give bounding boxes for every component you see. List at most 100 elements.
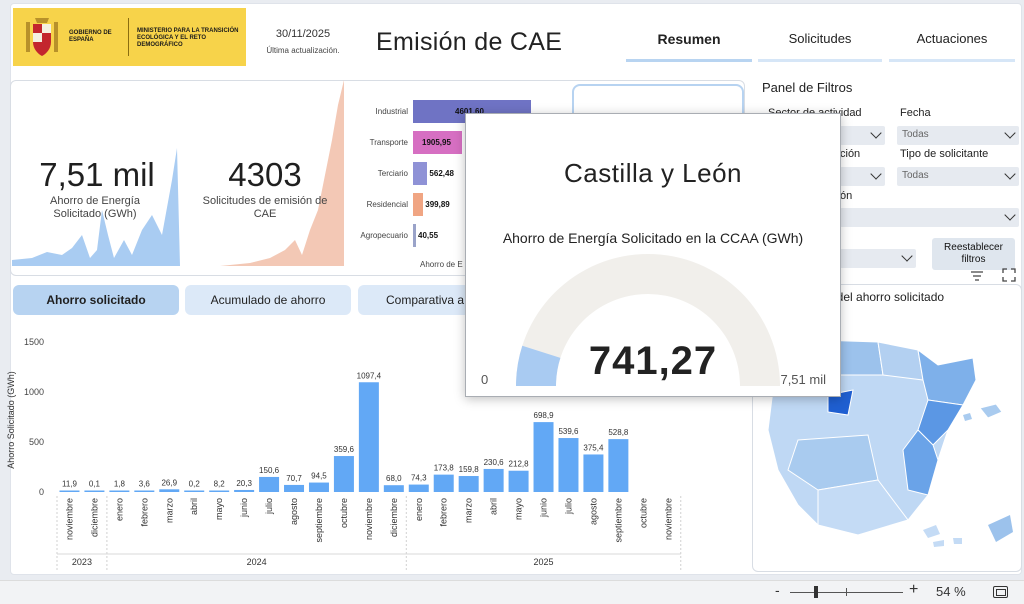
bar-value-label: 698,9 (534, 411, 555, 420)
bar-value-label: 8,2 (214, 480, 226, 489)
x-tick-label: abril (489, 498, 499, 515)
chart-bar[interactable] (308, 482, 329, 492)
sector-select[interactable] (840, 126, 885, 145)
bar-value-label: 0,1 (89, 480, 101, 489)
fit-to-page-icon[interactable] (993, 586, 1008, 598)
sector-bar[interactable] (413, 224, 416, 247)
chart-bar[interactable] (383, 485, 404, 492)
year-label: 2024 (247, 557, 267, 567)
bar-value-label: 20,3 (236, 479, 252, 488)
chart-bar[interactable] (59, 490, 80, 493)
focus-mode-icon[interactable] (1002, 268, 1016, 282)
tab-resumen[interactable]: Resumen (626, 22, 752, 62)
sector-value: 562,48 (429, 169, 454, 178)
bar-value-label: 159,8 (459, 465, 480, 474)
sector-bar[interactable] (413, 193, 424, 216)
chart-bar[interactable] (333, 456, 354, 492)
ministry-name: MINISTERIO PARA LA TRANSICIÓN ECOLÓGICA … (137, 28, 239, 48)
tab-ahorro-solicitado[interactable]: Ahorro solicitado (13, 285, 179, 315)
x-tick-label: noviembre (364, 498, 374, 540)
x-tick-label: agosto (289, 498, 299, 525)
chart-bar[interactable] (533, 422, 554, 492)
x-tick-label: febrero (139, 498, 149, 527)
sector-bar[interactable] (413, 162, 428, 185)
bar-value-label: 11,9 (62, 480, 78, 489)
x-tick-label: octubre (638, 498, 648, 528)
sector-value: 399,89 (425, 200, 450, 209)
bar-value-label: 375,4 (583, 443, 604, 452)
monthly-bar-chart: Ahorro Solicitado (GWh) 0 500 1000 1500 11,9 n… (6, 337, 682, 572)
tab-acumulado-ahorro[interactable]: Acumulado de ahorro (185, 285, 351, 315)
chart-bar[interactable] (284, 484, 305, 492)
tipo-select[interactable]: Todas (897, 167, 1019, 186)
tab-comparativa[interactable]: Comparativa a (358, 285, 478, 315)
sector-label: Terciario (377, 169, 408, 178)
tooltip-region: Castilla y León (563, 158, 743, 188)
zoom-out-button[interactable]: - (775, 582, 780, 598)
x-tick-label: diciembre (89, 498, 99, 537)
chart-bar[interactable] (209, 490, 230, 493)
x-tick-label: noviembre (663, 498, 673, 540)
chart-bar[interactable] (358, 382, 379, 492)
sector-label: Industrial (375, 107, 408, 116)
tab-solicitudes[interactable]: Solicitudes (758, 22, 882, 62)
bar-value-label: 173,8 (434, 464, 455, 473)
chevron-down-icon (1004, 209, 1016, 221)
zoom-in-button[interactable]: + (909, 581, 919, 598)
update-date-label: Última actualización. (266, 46, 340, 55)
chart-bar[interactable] (433, 474, 454, 492)
y-tick-label: 1500 (24, 337, 44, 347)
chevron-down-icon (870, 127, 882, 139)
x-tick-label: agosto (588, 498, 598, 525)
chart-bar[interactable] (159, 489, 180, 492)
chevron-down-icon (1004, 127, 1016, 139)
chart-bar[interactable] (109, 490, 130, 493)
x-tick-label: enero (114, 498, 124, 521)
y-tick-label: 0 (39, 487, 44, 497)
reset-filters-button[interactable]: Reestablecer filtros (932, 238, 1015, 270)
chart-bar[interactable] (259, 476, 280, 492)
zoom-slider-tick (846, 588, 847, 596)
kpi-solicitudes-value: 4303 (228, 156, 302, 193)
chart-bar[interactable] (234, 489, 255, 492)
bar-value-label: 74,3 (411, 474, 427, 483)
ccaa-select[interactable] (840, 167, 885, 186)
chart-bar[interactable] (458, 476, 479, 492)
actuacion-select[interactable] (840, 208, 1019, 227)
zoom-slider-thumb[interactable] (814, 586, 818, 598)
chart-bar[interactable] (608, 439, 629, 492)
year-label: 2025 (534, 557, 554, 567)
chart-bar[interactable] (483, 468, 504, 492)
bar-value-label: 0,2 (189, 480, 201, 489)
coat-of-arms-icon (26, 18, 58, 56)
bar-value-label: 539,6 (558, 427, 579, 436)
chart-bar[interactable] (84, 490, 105, 493)
tab-label: Solicitudes (788, 31, 852, 46)
filter-ccaa-label: ción (840, 148, 861, 160)
chart-bar[interactable] (134, 490, 155, 493)
year-label: 2023 (72, 557, 92, 567)
update-date: 30/11/2025 (275, 28, 331, 40)
chart-bar[interactable] (408, 484, 429, 492)
x-tick-label: mayo (214, 498, 224, 520)
x-tick-label: julio (563, 498, 573, 515)
x-tick-label: abril (189, 498, 199, 515)
extra-select[interactable] (840, 249, 916, 268)
x-tick-label: marzo (464, 498, 474, 523)
chart-bar[interactable] (184, 490, 205, 493)
x-tick-label: septiembre (613, 498, 623, 543)
tab-label: Actuaciones (916, 31, 988, 46)
filter-icon[interactable] (970, 270, 984, 282)
tab-label: Resumen (657, 31, 721, 47)
chart-bar[interactable] (583, 454, 604, 492)
y-axis-label: Ahorro Solicitado (GWh) (6, 371, 16, 469)
x-tick-label: junio (539, 498, 549, 518)
chart-bar[interactable] (558, 438, 579, 492)
fecha-select[interactable]: Todas (897, 126, 1019, 145)
tab-actuaciones[interactable]: Actuaciones (889, 22, 1015, 62)
sector-bar[interactable] (413, 131, 462, 154)
chart-bar[interactable] (508, 470, 529, 492)
chevron-down-icon (901, 250, 913, 262)
sector-value: 4601,60 (455, 107, 484, 116)
x-tick-label: junio (239, 498, 249, 518)
